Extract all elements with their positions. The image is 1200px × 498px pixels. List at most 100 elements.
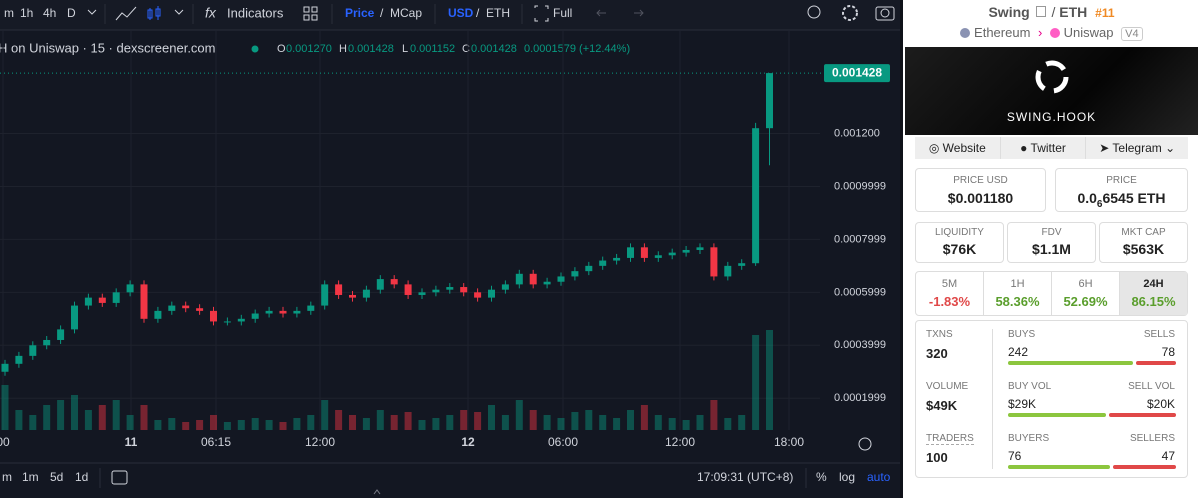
- buy-bar: [1008, 413, 1106, 417]
- zoom-icon[interactable]: [807, 5, 821, 19]
- dex-icon: [1050, 28, 1060, 38]
- candle-body: [710, 247, 718, 277]
- volume-bar: [432, 418, 440, 430]
- range[interactable]: m: [2, 470, 12, 484]
- redo[interactable]: [634, 9, 644, 17]
- chevron[interactable]: [174, 9, 184, 15]
- candle-body: [321, 284, 329, 306]
- base-symbol: Swing: [988, 4, 1030, 20]
- candle-body: [251, 313, 259, 319]
- candle-body: [724, 265, 732, 277]
- volume-bar: [84, 410, 92, 430]
- change-tab[interactable]: 6H 52.69%: [1051, 272, 1119, 315]
- x-tick-label: 11: [125, 435, 138, 449]
- candle-body: [223, 321, 231, 323]
- volume-bar: [182, 422, 190, 430]
- volume-bar: [738, 415, 746, 430]
- candle-body: [488, 289, 495, 298]
- volume-bar: [43, 405, 51, 430]
- change-tab[interactable]: 24H 86.15%: [1119, 272, 1187, 315]
- axis-settings[interactable]: [858, 437, 872, 451]
- volume-bar: [223, 422, 231, 430]
- candle-body: [1, 363, 9, 372]
- link-text: Website: [942, 141, 986, 155]
- range[interactable]: 5d: [50, 470, 63, 484]
- log-toggle[interactable]: log: [839, 470, 855, 484]
- change-tab[interactable]: 1H 58.36%: [983, 272, 1051, 315]
- x-tick-label: 06:15: [201, 435, 231, 449]
- volume-bar: [515, 400, 523, 430]
- volume-bar: [418, 420, 426, 430]
- sell-bar: [1112, 465, 1176, 469]
- candle-body: [112, 292, 120, 303]
- candle-body: [140, 284, 148, 319]
- sell-bar: [1135, 361, 1176, 365]
- mcap-toggle[interactable]: MCap: [390, 6, 422, 20]
- metric-box: MKT CAP $563K: [1099, 222, 1188, 263]
- layout-icon[interactable]: [303, 6, 318, 21]
- toolbar-items: m 1h 4h D fx Indicators Price / MCap USD…: [4, 4, 895, 24]
- x-tick-label: 12:00: [665, 435, 695, 449]
- eth-toggle[interactable]: ETH: [486, 6, 510, 20]
- volume-bar: [390, 415, 398, 430]
- full[interactable]: Full: [553, 6, 572, 20]
- settings-icon[interactable]: [842, 5, 858, 21]
- range[interactable]: 1m: [22, 470, 39, 484]
- volume-bar: [474, 412, 482, 430]
- rank: #11: [1095, 6, 1115, 20]
- plot: 00 11 06:15 12:00 12 06:00 12:00 18:00 0.0001999…: [0, 31, 890, 449]
- date-range-icon[interactable]: [111, 470, 128, 485]
- line-tool-icon[interactable]: [115, 6, 137, 21]
- usd-toggle[interactable]: USD: [448, 6, 474, 20]
- y-tick-label: 0.001200: [834, 127, 880, 139]
- range[interactable]: 1d: [75, 470, 88, 484]
- ohlc-label: O: [277, 43, 286, 55]
- fx-icon[interactable]: fx: [205, 5, 217, 21]
- link-button[interactable]: ● Twitter: [1001, 137, 1087, 159]
- interval[interactable]: D: [67, 6, 76, 20]
- buy-bar: [1008, 361, 1133, 365]
- candle-body: [418, 292, 426, 295]
- value-rest: 6545 ETH: [1102, 190, 1166, 206]
- link-button[interactable]: ➤ Telegram ⌄: [1099, 141, 1176, 155]
- candle-body: [265, 310, 273, 314]
- interval[interactable]: m: [4, 6, 14, 20]
- indicators[interactable]: Indicators: [227, 5, 284, 20]
- chain[interactable]: Ethereum: [974, 25, 1031, 40]
- volume-bar: [362, 418, 370, 430]
- logo-mark: [1035, 60, 1069, 94]
- candle-body: [15, 355, 23, 364]
- volume-bar: [293, 418, 301, 430]
- volume-bar: [571, 412, 579, 430]
- buy-label: BUY VOL: [1008, 381, 1052, 392]
- percent-toggle[interactable]: %: [816, 470, 827, 484]
- interval[interactable]: 1h: [20, 6, 33, 20]
- candle-body: [43, 339, 51, 346]
- price-toggle[interactable]: Price: [345, 6, 375, 20]
- auto-toggle[interactable]: auto: [867, 470, 891, 484]
- chevron: ›: [1038, 25, 1043, 40]
- full-icon[interactable]: [534, 5, 549, 22]
- chevron[interactable]: [87, 9, 97, 15]
- volume-bar: [29, 415, 37, 430]
- candle-icon[interactable]: [147, 6, 161, 20]
- ohlc-label: L: [402, 43, 408, 55]
- zero-count: 6: [1096, 198, 1103, 210]
- x-tick-label: 00: [0, 435, 10, 449]
- volume-bar: [126, 415, 134, 430]
- volume-bar: [710, 400, 718, 430]
- copy-icon[interactable]: [1035, 6, 1046, 17]
- change-tab[interactable]: 5M -1.83%: [916, 272, 983, 315]
- volume-bar: [460, 410, 468, 430]
- value: 86.15%: [1131, 294, 1176, 309]
- buy-value: 76: [1008, 449, 1022, 463]
- camera-icon[interactable]: [875, 6, 895, 21]
- x-tick-label: 12: [461, 435, 475, 449]
- link-button[interactable]: ◎ Website: [915, 137, 1001, 159]
- sell-bar: [1108, 413, 1176, 417]
- undo[interactable]: [596, 9, 606, 17]
- candle-body: [335, 284, 343, 295]
- expand-arrow[interactable]: [373, 489, 381, 495]
- dex[interactable]: Uniswap: [1063, 25, 1114, 40]
- interval[interactable]: 4h: [43, 6, 56, 20]
